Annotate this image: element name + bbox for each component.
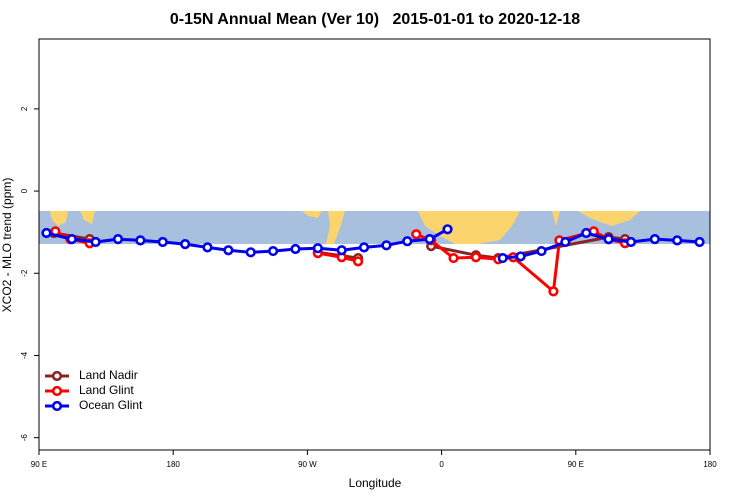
y-tick-label: -4 (20, 351, 29, 359)
data-point (625, 236, 637, 248)
data-point (41, 227, 52, 239)
data-point (694, 236, 705, 248)
legend-marker (51, 385, 63, 397)
y-tick-label: 2 (20, 106, 29, 111)
data-point (402, 236, 413, 247)
y-tick-label: 0 (20, 188, 29, 193)
data-point (223, 245, 234, 256)
x-tick-label: 90 E (31, 460, 47, 469)
data-point (336, 245, 347, 256)
data-point (560, 236, 571, 248)
data-point (157, 236, 168, 248)
data-point (548, 286, 559, 297)
data-point (290, 243, 301, 255)
data-point (448, 252, 459, 264)
data-point (90, 236, 101, 248)
data-point (381, 240, 392, 251)
x-tick-label: 90 W (298, 460, 317, 469)
legend-marker (51, 400, 63, 412)
data-point (112, 234, 124, 245)
data-point (352, 256, 364, 267)
x-axis-label: Longitude (349, 476, 402, 490)
data-point (536, 245, 547, 257)
y-tick-label: -2 (20, 269, 29, 277)
legend-label: Ocean Glint (79, 398, 143, 412)
data-point (358, 242, 370, 253)
data-point (411, 229, 422, 240)
data-point (245, 247, 256, 258)
data-point (603, 234, 614, 245)
data-point (268, 245, 279, 257)
map-background (39, 211, 710, 244)
legend-label: Land Glint (79, 383, 134, 397)
data-point (515, 251, 526, 262)
y-axis-label: XCO2 - MLO trend (ppm) (0, 178, 14, 313)
data-point (312, 243, 323, 254)
data-point (180, 238, 191, 250)
chart-title: 0-15N Annual Mean (Ver 10) 2015-01-01 to… (170, 11, 580, 28)
x-tick-label: 180 (703, 460, 717, 469)
data-point (202, 242, 213, 253)
y-tick-label: -6 (20, 434, 29, 442)
data-point (672, 235, 683, 246)
data-point (135, 235, 146, 246)
data-point (649, 234, 660, 245)
data-point (581, 227, 592, 239)
x-tick-label: 0 (439, 460, 444, 469)
x-tick-label: 90 E (568, 460, 584, 469)
legend-label: Land Nadir (79, 368, 138, 382)
data-point (66, 234, 77, 245)
legend-marker (51, 370, 63, 382)
data-point (424, 234, 435, 245)
data-point (442, 224, 453, 235)
x-tick-label: 180 (167, 460, 181, 469)
plot-frame (38, 38, 711, 451)
data-point (497, 252, 508, 264)
data-point (470, 252, 481, 263)
